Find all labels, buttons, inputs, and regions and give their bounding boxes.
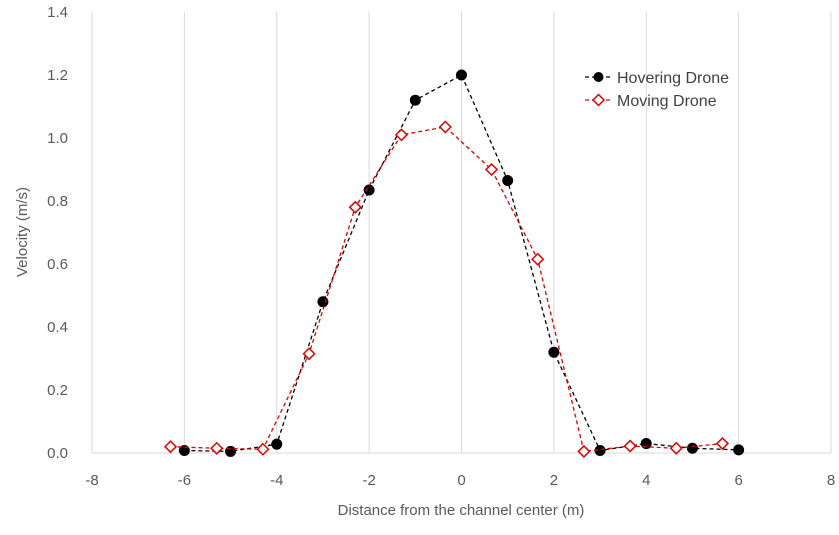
legend-entry: Hovering Drone [585,70,729,87]
data-point [484,162,499,177]
legend-label: Moving Drone [617,93,717,110]
data-point [669,441,683,455]
series-line [170,126,723,453]
y-tick-label: 1.0 [47,130,68,147]
y-tick-label: 0.4 [47,319,68,336]
y-tick-label: 1.4 [47,4,68,21]
data-point [409,94,421,106]
x-tick-label: 4 [642,472,650,489]
x-tick-label: -8 [85,472,98,489]
x-tick-label: 6 [734,472,742,489]
data-point [456,69,467,81]
data-point [715,436,730,451]
data-point [577,444,591,458]
series-moving-drone [163,120,730,458]
legend-marker [591,93,606,107]
data-point [640,438,652,450]
data-point [394,128,409,142]
data-point [686,442,698,454]
data-point [210,441,224,455]
data-point [271,438,283,450]
legend: Hovering Drone Moving Drone [585,70,729,110]
data-point [502,175,514,187]
legend-entry: Moving Drone [585,93,717,110]
series-hovering-drone [178,69,745,457]
data-point [531,252,545,266]
y-axis-title: Velocity (m/s) [14,187,31,277]
data-point [178,444,190,456]
grid [91,12,832,453]
data-point [317,296,329,308]
data-point [623,439,637,453]
y-tick-label: 0.6 [47,256,68,273]
y-tick-label: 0.0 [47,445,68,462]
y-tick-label: 1.2 [47,67,68,84]
y-tick-label: 0.8 [47,193,68,210]
data-point [163,440,178,454]
series-layer [163,69,745,458]
y-tick-label: 0.2 [47,382,68,399]
x-axis-title: Distance from the channel center (m) [338,502,585,519]
x-tick-label: 0 [457,472,465,489]
legend-marker [593,72,604,82]
data-point [548,346,560,358]
data-point [438,120,452,134]
data-point [256,442,270,456]
x-tick-label: 2 [550,472,558,489]
axes: -8 -6 -4 -2 0 2 4 6 8 0.0 0.2 0.4 0.6 0.8 1.0 1.2 1.4 [47,4,835,489]
x-tick-label: -6 [178,472,191,489]
x-tick-label: 8 [827,472,835,489]
data-point [733,444,745,456]
x-tick-label: -4 [270,472,283,489]
data-point [302,347,316,361]
data-point [348,200,362,214]
x-tick-label: -2 [362,472,375,489]
legend-label: Hovering Drone [617,70,729,87]
